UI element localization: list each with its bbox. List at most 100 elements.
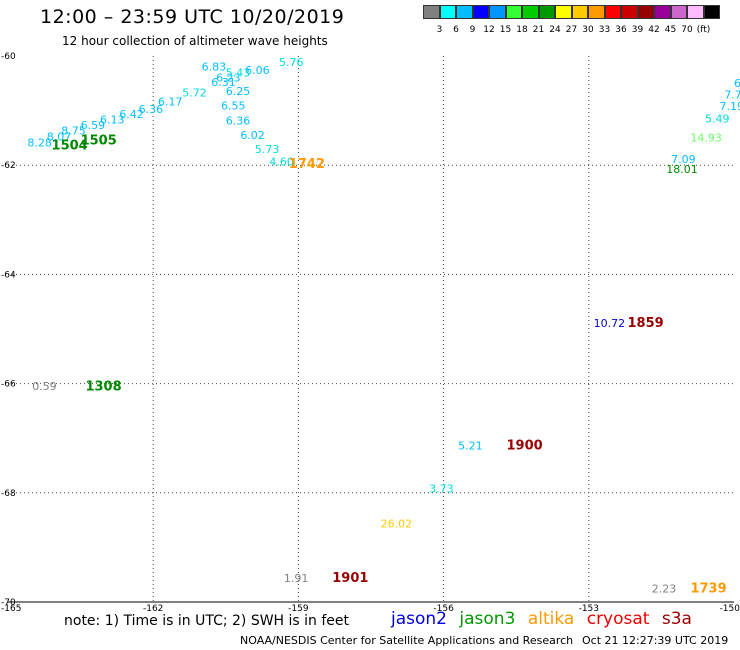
y-tick-label: -70 <box>1 598 16 608</box>
colorbar-swatch <box>687 5 704 19</box>
colorbar-tick-label: 15 <box>499 25 512 35</box>
swh-value-label: 7.09 <box>671 153 696 166</box>
colorbar-tick-label: 45 <box>664 25 677 35</box>
swh-value-label: 1.91 <box>284 572 309 585</box>
swh-value-label: 6.36 <box>139 103 164 116</box>
colorbar-tick-label: 39 <box>631 25 644 35</box>
swh-value-label: 5.72 <box>182 86 207 99</box>
y-tick-label: -64 <box>1 270 16 280</box>
colorbar-tick-label: 6 <box>453 25 459 35</box>
swh-value-label: 5.21 <box>458 440 483 453</box>
swh-value-label: 8.75 <box>61 125 86 138</box>
legend-cryosat: cryosat <box>586 609 650 629</box>
swh-value-label: 18.01 <box>666 163 698 176</box>
y-tick-label: -66 <box>1 380 16 390</box>
swh-value-label: 6. <box>734 77 740 90</box>
pass-time-label: 1900 <box>507 439 543 454</box>
units-note: note: 1) Time is in UTC; 2) SWH is in fe… <box>64 613 350 629</box>
swh-value-label: 14.93 <box>690 132 722 145</box>
swh-value-label: 8.28 <box>27 137 52 150</box>
x-tick-label: -159 <box>288 604 309 614</box>
pass-time-label: 1859 <box>628 316 664 331</box>
swh-value-label: 10.72 <box>594 317 626 330</box>
map-title: 12:00 – 23:59 UTC 10/20/2019 <box>40 6 345 28</box>
colorbar-swatch <box>538 5 555 19</box>
satellite-legend: jason2 jason3 altika cryosat s3a <box>391 609 699 629</box>
swh-value-label: 0.59 <box>32 380 57 393</box>
map-subtitle: 12 hour collection of altimeter wave hei… <box>62 34 328 48</box>
y-tick-label: -62 <box>1 161 16 171</box>
pass-time-label: 1504 <box>52 138 88 153</box>
x-tick-label: -156 <box>433 604 454 614</box>
colorbar-tick-label: 42 <box>648 25 660 35</box>
swh-value-label: 6.36 <box>226 114 251 127</box>
swh-value-label: 6.55 <box>221 100 246 113</box>
swh-value-label: 5.76 <box>279 56 304 69</box>
colorbar-tick-label: (ft) <box>696 25 711 35</box>
swh-value-label: 3.73 <box>429 482 454 495</box>
swh-value-label: 2.23 <box>652 583 677 596</box>
swh-value-label: 6.23 <box>216 72 241 85</box>
swh-value-label: 6.06 <box>245 64 270 77</box>
x-tick-label: -150 <box>720 604 740 614</box>
swh-value-label: 5.43 <box>226 67 251 80</box>
colorbar-tick-label: 3 <box>436 25 443 35</box>
colorbar-tick-label: 27 <box>565 25 578 35</box>
swh-value-label: 6.02 <box>240 129 265 142</box>
colorbar-swatch <box>604 5 621 19</box>
swh-value-label: 6.17 <box>158 96 183 109</box>
swh-value-label: 4.60 <box>269 156 294 169</box>
colorbar-tick-label: 33 <box>598 25 611 35</box>
x-tick-label: -162 <box>143 604 163 614</box>
colorbar-tick-label: 36 <box>615 25 627 35</box>
colorbar-swatch <box>423 5 440 19</box>
pass-time-label: 1505 <box>81 133 117 148</box>
colorbar-swatch <box>621 5 638 19</box>
x-tick-label: -165 <box>1 604 21 614</box>
colorbar-swatch <box>670 5 687 19</box>
colorbar-tick-label: 70 <box>681 25 693 35</box>
footer-credit: NOAA/NESDIS Center for Satellite Applica… <box>240 634 574 647</box>
colorbar-tick-label: 21 <box>532 25 545 35</box>
swh-value-label: 6.83 <box>202 61 227 74</box>
colorbar-swatch <box>637 5 654 19</box>
swh-value-label: 7.70 <box>724 89 740 102</box>
colorbar-swatch <box>489 5 506 19</box>
swh-value-label: 6.31 <box>211 76 236 89</box>
legend-s3a: s3a <box>661 609 692 629</box>
pass-time-label: 1742 <box>289 157 325 172</box>
colorbar-swatch <box>522 5 539 19</box>
footer-timestamp: Oct 21 12:27:39 UTC 2019 <box>582 634 729 647</box>
colorbar-tick-label: 24 <box>549 25 561 35</box>
colorbar-swatch <box>472 5 489 19</box>
colorbar-swatch <box>588 5 605 19</box>
pass-time-label: 1901 <box>332 571 368 586</box>
colorbar-tick-label: 9 <box>469 25 476 35</box>
swh-value-label: 5.73 <box>255 143 280 156</box>
y-tick-label: -60 <box>1 52 16 62</box>
pass-time-label: 1739 <box>690 582 726 597</box>
colorbar-tick-label: 18 <box>516 25 528 35</box>
colorbar-swatch <box>555 5 572 19</box>
colorbar-tick-label: 12 <box>483 25 495 35</box>
colorbar-swatch <box>505 5 522 19</box>
swh-value-label: 26.02 <box>381 518 413 531</box>
swh-value-label: 7.19 <box>719 100 740 113</box>
swh-value-label: 6.25 <box>226 85 251 98</box>
swh-value-label: 1 <box>739 66 740 79</box>
swh-value-label: 6.42 <box>119 108 144 121</box>
legend-altika: altika <box>527 609 575 629</box>
swh-value-label: 5.49 <box>705 113 730 126</box>
x-tick-label: -153 <box>579 604 599 614</box>
swh-value-label: 8.07 <box>47 131 72 144</box>
colorbar-swatch <box>654 5 671 19</box>
pass-time-label: 1308 <box>85 380 121 395</box>
colorbar-swatch <box>571 5 588 19</box>
colorbar-swatch <box>703 5 720 19</box>
legend-jason3: jason3 <box>459 609 516 629</box>
colorbar-swatch <box>456 5 473 19</box>
legend-jason2: jason2 <box>391 609 447 629</box>
swh-value-label: 6.59 <box>81 119 106 132</box>
swh-value-label: 6.13 <box>100 114 125 127</box>
